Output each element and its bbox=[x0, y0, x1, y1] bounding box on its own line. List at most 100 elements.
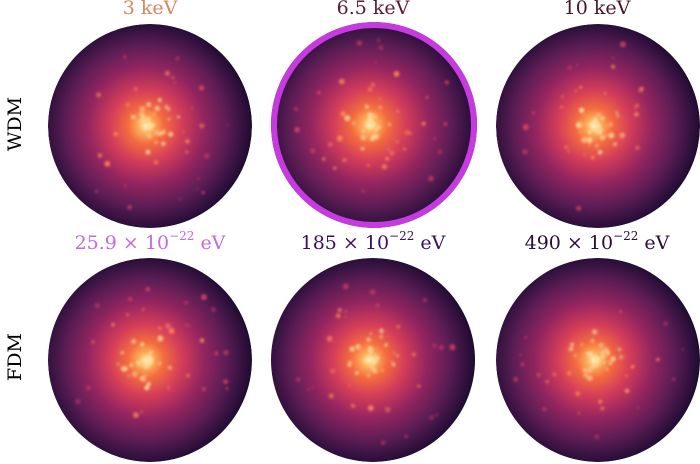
subhalo bbox=[185, 150, 189, 154]
subhalo-clumps bbox=[74, 286, 229, 419]
subhalo bbox=[354, 371, 359, 375]
subhalo bbox=[367, 373, 371, 378]
subhalo bbox=[177, 115, 180, 119]
subhalo bbox=[348, 360, 353, 364]
subhalo bbox=[294, 106, 298, 111]
subhalo bbox=[153, 159, 159, 165]
subhalo bbox=[332, 166, 337, 170]
subhalo bbox=[368, 121, 372, 126]
subhalo bbox=[370, 82, 375, 87]
subhalo bbox=[610, 64, 616, 69]
subhalo bbox=[157, 335, 164, 342]
subhalo bbox=[225, 386, 229, 390]
subhalo bbox=[196, 187, 199, 190]
subhalo bbox=[387, 148, 390, 151]
subhalo bbox=[366, 164, 370, 167]
subhalo bbox=[582, 368, 587, 373]
subhalo bbox=[342, 158, 347, 162]
subhalo bbox=[201, 294, 207, 300]
subhalo bbox=[131, 371, 138, 378]
row-label-fdm: FDM bbox=[4, 333, 26, 381]
subhalo bbox=[564, 145, 568, 149]
subhalo bbox=[223, 379, 228, 385]
subhalo bbox=[429, 415, 434, 420]
subhalo bbox=[94, 302, 100, 309]
subhalo bbox=[576, 205, 582, 211]
subhalo bbox=[198, 85, 205, 91]
subhalo bbox=[371, 134, 376, 139]
subhalo bbox=[388, 122, 391, 126]
subhalo bbox=[143, 373, 147, 377]
subhalo bbox=[634, 107, 636, 110]
subhalo bbox=[576, 122, 582, 128]
subhalo bbox=[185, 324, 187, 326]
subhalo bbox=[168, 131, 174, 137]
subhalo bbox=[311, 385, 314, 388]
subhalo bbox=[361, 129, 365, 133]
subhalo bbox=[524, 336, 527, 339]
subhalo bbox=[158, 326, 162, 331]
subhalo bbox=[125, 102, 131, 108]
subhalo bbox=[409, 132, 413, 135]
subhalo bbox=[588, 130, 592, 134]
subhalo bbox=[552, 372, 557, 377]
subhalo bbox=[337, 308, 342, 313]
subhalo bbox=[97, 153, 103, 158]
subhalo bbox=[560, 105, 564, 109]
subhalo bbox=[378, 45, 384, 50]
subhalo bbox=[366, 112, 372, 118]
subhalo bbox=[597, 129, 603, 135]
subhalo bbox=[154, 129, 161, 136]
highlight-ring bbox=[271, 22, 477, 228]
subhalo bbox=[369, 332, 372, 335]
subhalo bbox=[141, 308, 145, 311]
subhalo bbox=[611, 56, 615, 60]
subhalo bbox=[374, 128, 378, 132]
subhalo bbox=[95, 189, 99, 193]
subhalo bbox=[120, 350, 124, 355]
subhalo bbox=[369, 364, 376, 370]
subhalo bbox=[348, 384, 351, 387]
subhalo bbox=[367, 87, 373, 92]
subhalo bbox=[168, 328, 175, 334]
subhalo bbox=[635, 145, 640, 150]
subhalo bbox=[340, 111, 346, 117]
subhalo bbox=[412, 352, 416, 357]
subhalo bbox=[583, 153, 586, 156]
subhalo bbox=[536, 372, 541, 377]
halo-density-map bbox=[496, 258, 700, 462]
subhalo-clumps bbox=[513, 310, 685, 440]
subhalo bbox=[613, 142, 618, 147]
subhalo bbox=[600, 406, 605, 411]
subhalo bbox=[567, 371, 572, 376]
subhalo bbox=[296, 377, 301, 382]
subhalo bbox=[374, 61, 377, 64]
subhalo bbox=[173, 81, 176, 84]
subhalo bbox=[145, 286, 151, 292]
subhalo bbox=[389, 150, 395, 156]
subhalo bbox=[619, 132, 626, 139]
subhalo bbox=[616, 115, 620, 118]
subhalo bbox=[596, 359, 599, 361]
title-wdm-10kev: 10 keV bbox=[563, 0, 631, 19]
subhalo bbox=[672, 377, 676, 381]
subhalo bbox=[432, 343, 437, 348]
subhalo bbox=[428, 175, 434, 182]
subhalo bbox=[615, 111, 619, 115]
subhalo bbox=[606, 125, 609, 127]
subhalo bbox=[140, 342, 145, 347]
subhalo bbox=[96, 92, 102, 98]
subhalo bbox=[368, 350, 373, 356]
subhalo bbox=[583, 372, 589, 378]
subhalo bbox=[141, 115, 147, 121]
subhalo bbox=[522, 148, 528, 155]
subhalo bbox=[567, 65, 573, 70]
subhalo bbox=[146, 133, 153, 139]
subhalo bbox=[344, 316, 347, 318]
subhalo bbox=[600, 116, 605, 121]
subhalo bbox=[370, 118, 374, 123]
subhalo bbox=[602, 360, 606, 364]
subhalo bbox=[605, 134, 608, 137]
subhalo bbox=[139, 106, 146, 112]
subhalo bbox=[381, 369, 384, 372]
